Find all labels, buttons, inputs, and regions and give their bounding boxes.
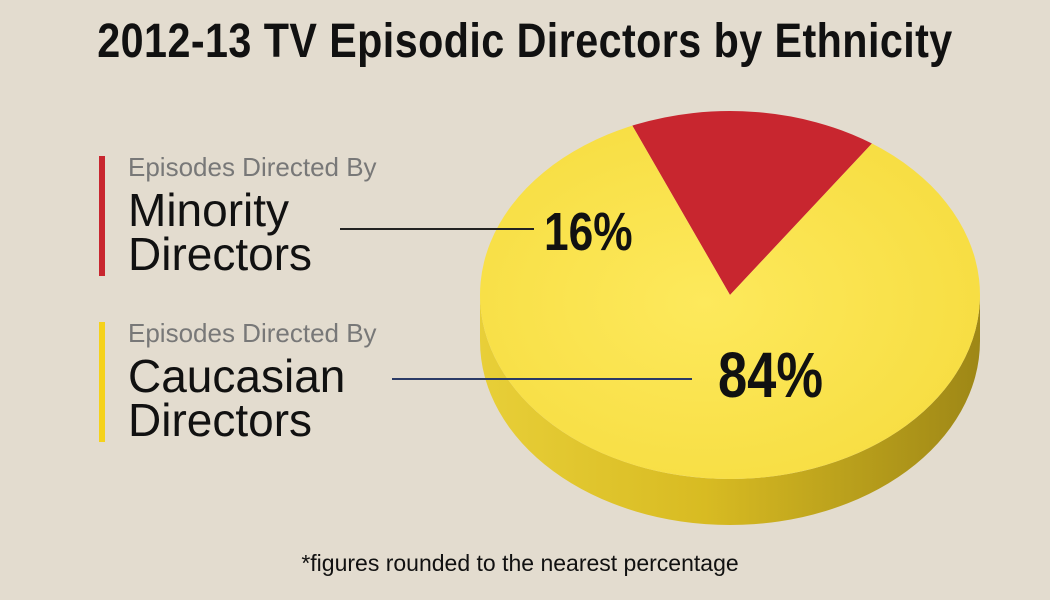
minority-percent-label: 16% <box>544 202 633 262</box>
minority-legend-label-line1: Minority <box>128 184 290 236</box>
caucasian-legend-caption: Episodes Directed By <box>128 318 377 348</box>
chart-title: 2012-13 TV Episodic Directors by Ethnici… <box>97 15 953 68</box>
pie-slice-minority <box>632 111 872 295</box>
pie-slice-caucasian <box>480 125 980 479</box>
pie-side <box>480 295 980 525</box>
minority-legend-label: Minority Directors <box>128 184 313 280</box>
caucasian-percent-label: 84% <box>718 340 823 411</box>
footnote: *figures rounded to the nearest percenta… <box>301 550 739 576</box>
caucasian-legend-bar <box>99 322 105 442</box>
minority-legend-caption: Episodes Directed By <box>128 152 377 182</box>
caucasian-legend-label-line2: Directors <box>128 394 313 446</box>
minority-legend-label-line2: Directors <box>128 228 313 280</box>
minority-legend-bar <box>99 156 105 276</box>
caucasian-legend-label-line1: Caucasian <box>128 350 346 402</box>
caucasian-legend-label: Caucasian Directors <box>128 350 346 446</box>
